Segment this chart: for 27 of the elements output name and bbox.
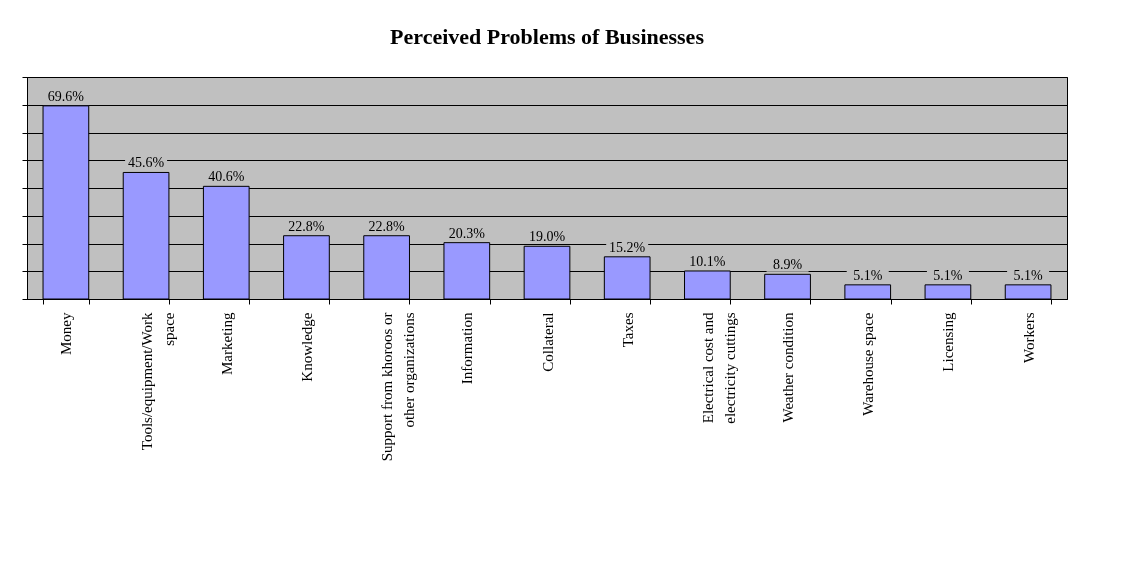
- x-tick-label: Support from khoroos or other organizations: [379, 312, 418, 462]
- data-label: 19.0%: [528, 229, 566, 245]
- x-tick-label: Collateral: [539, 312, 556, 372]
- data-label: 22.8%: [368, 218, 406, 234]
- x-tick-label: Taxes: [619, 312, 636, 348]
- data-label: 8.9%: [772, 257, 803, 273]
- data-label: 10.1%: [689, 253, 726, 269]
- data-label: 20.3%: [448, 225, 486, 241]
- x-tick-label: Marketing: [218, 312, 235, 375]
- data-label: 15.2%: [609, 239, 646, 255]
- data-label: 5.1%: [933, 267, 963, 283]
- x-tick-label: Electrical cost and electricity cuttings: [699, 312, 738, 424]
- data-label: 40.6%: [208, 169, 245, 185]
- x-tick-label: Tools/equipment/Work space: [138, 312, 177, 451]
- x-tick-label: Knowledge: [298, 312, 315, 382]
- x-tick-label: Warehouse space: [860, 312, 877, 416]
- x-tick-label: Licensing: [940, 312, 957, 372]
- x-tick-label: Money: [58, 312, 75, 355]
- data-label: 69.6%: [47, 88, 85, 104]
- data-label: 5.1%: [1013, 267, 1044, 283]
- x-tick-label: Information: [459, 312, 476, 385]
- chart-title: Perceived Problems of Businesses: [390, 23, 705, 49]
- x-tick-label: Workers: [1020, 312, 1037, 363]
- data-label: 5.1%: [853, 267, 883, 283]
- data-label: 45.6%: [127, 155, 165, 171]
- x-tick-label: Weather condition: [780, 312, 797, 423]
- data-label: 22.8%: [288, 218, 325, 234]
